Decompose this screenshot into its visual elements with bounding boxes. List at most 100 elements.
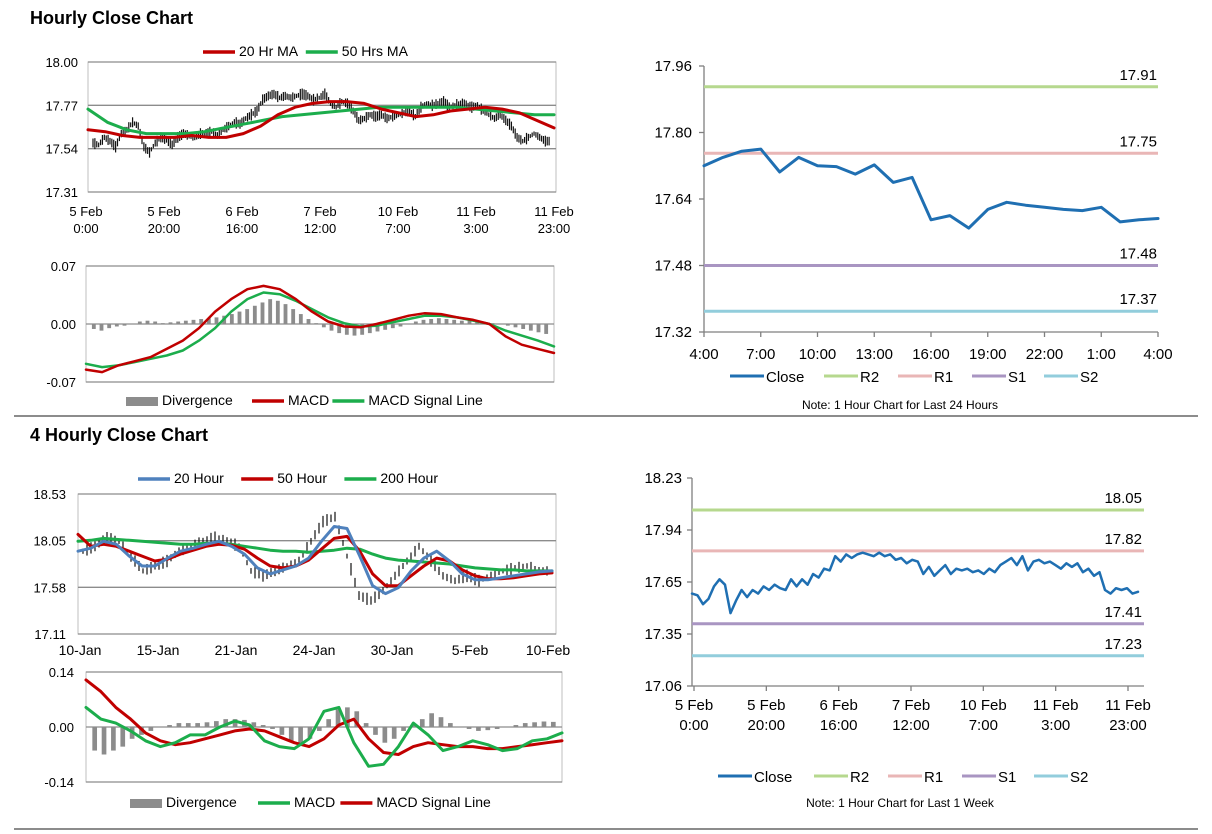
c1-x-tick: 12:00 — [304, 221, 337, 236]
c6-legend-label: R2 — [850, 769, 869, 786]
c6-note: Note: 1 Hour Chart for Last 1 Week — [806, 796, 995, 810]
c3-level-label: 17.37 — [1119, 291, 1157, 308]
c1-x-tick: 3:00 — [463, 221, 488, 236]
c1-y-tick: 17.31 — [45, 185, 78, 200]
c3-level-label: 17.91 — [1119, 67, 1157, 84]
c1-line-20-ma — [86, 100, 556, 139]
c4-line-50-hour — [76, 532, 554, 588]
section-title-4hourly: 4 Hourly Close Chart — [30, 425, 209, 445]
c3-y-tick: 17.32 — [654, 324, 692, 341]
c1-legend-label: 50 Hrs MA — [342, 43, 409, 59]
c1-line-50-ma — [86, 105, 556, 136]
c5-y-tick: 0.14 — [49, 665, 74, 680]
c3-legend-label: S1 — [1008, 369, 1026, 386]
section-title-hourly: Hourly Close Chart — [30, 8, 194, 28]
c5-y-tick: -0.14 — [44, 775, 74, 790]
c6-x-tick: 11 Feb — [1033, 697, 1079, 714]
c6-x-tick: 12:00 — [892, 717, 930, 734]
c4-x-tick: 21-Jan — [215, 642, 258, 658]
c1-x-tick: 5 Feb — [147, 204, 180, 219]
c4-y-tick: 18.05 — [33, 534, 66, 549]
c4-x-tick: 24-Jan — [293, 642, 336, 658]
c5-legend-swatch — [130, 799, 162, 808]
c3-x-tick: 4:00 — [689, 346, 718, 363]
c1-y-tick: 18.00 — [45, 55, 78, 70]
c6-x-tick: 5 Feb — [675, 697, 713, 714]
c1-x-tick: 0:00 — [73, 221, 98, 236]
c6-level-label: 18.05 — [1104, 490, 1142, 507]
c3-level-label: 17.75 — [1119, 133, 1157, 150]
c4-y-tick: 17.58 — [33, 580, 66, 595]
c3-y-tick: 17.48 — [654, 258, 692, 275]
c3-line-close — [702, 147, 1160, 230]
c1-x-tick: 7 Feb — [303, 204, 336, 219]
c1-x-tick: 7:00 — [385, 221, 410, 236]
c5-legend-label: MACD — [294, 794, 335, 810]
c6-x-tick: 20:00 — [748, 717, 786, 734]
c4-y-tick: 17.11 — [34, 627, 66, 642]
c4-x-tick: 10-Feb — [526, 642, 571, 658]
c4-x-tick: 5-Feb — [452, 642, 489, 658]
c6-legend-label: Close — [754, 769, 792, 786]
c2-line-signal — [84, 291, 556, 369]
c6-x-tick: 5 Feb — [747, 697, 785, 714]
c6-line-close — [690, 551, 1140, 615]
c6-x-tick: 23:00 — [1109, 717, 1147, 734]
c1-x-tick: 11 Feb — [456, 204, 496, 219]
c3-y-tick: 17.96 — [654, 58, 692, 75]
c6-x-tick: 3:00 — [1041, 717, 1070, 734]
c6-x-tick: 11 Feb — [1105, 697, 1151, 714]
c1-y-tick: 17.54 — [45, 142, 78, 157]
c4-legend-label: 20 Hour — [174, 470, 224, 486]
c4-legend-label: 200 Hour — [380, 470, 438, 486]
c2-y-tick: 0.00 — [51, 317, 76, 332]
c4-y-tick: 18.53 — [33, 487, 66, 502]
c6-y-tick: 17.94 — [644, 522, 682, 539]
c3-x-tick: 1:00 — [1087, 346, 1116, 363]
c2-line-macd — [84, 284, 556, 374]
c4-x-tick: 10-Jan — [59, 642, 102, 658]
c6-y-tick: 18.23 — [644, 470, 682, 487]
c6-x-tick: 7 Feb — [892, 697, 930, 714]
c2-y-tick: -0.07 — [46, 375, 76, 390]
c6-legend-label: S2 — [1070, 769, 1088, 786]
c4-legend-label: 50 Hour — [277, 470, 327, 486]
c3-x-tick: 16:00 — [912, 346, 950, 363]
c6-x-tick: 6 Feb — [819, 697, 857, 714]
c3-y-tick: 17.80 — [654, 125, 692, 142]
c4-plot-area — [77, 493, 557, 635]
c3-x-tick: 4:00 — [1143, 346, 1172, 363]
c3-x-tick: 22:00 — [1026, 346, 1064, 363]
c1-x-tick: 16:00 — [226, 221, 259, 236]
c3-legend-label: R1 — [934, 369, 953, 386]
c1-x-tick: 23:00 — [538, 221, 571, 236]
c1-legend-label: 20 Hr MA — [239, 43, 299, 59]
section-divider — [14, 415, 1198, 417]
c6-level-label: 17.41 — [1104, 604, 1142, 621]
c6-level-label: 17.23 — [1104, 636, 1142, 653]
c3-note: Note: 1 Hour Chart for Last 24 Hours — [802, 398, 998, 412]
c6-x-tick: 16:00 — [820, 717, 858, 734]
c1-x-tick: 6 Feb — [225, 204, 258, 219]
c4-x-tick: 30-Jan — [371, 642, 414, 658]
c2-y-tick: 0.07 — [51, 259, 76, 274]
c6-y-tick: 17.65 — [644, 574, 682, 591]
c5-y-tick: 0.00 — [49, 720, 74, 735]
c5-line-macd — [84, 705, 564, 768]
c3-legend-label: Close — [766, 369, 804, 386]
c6-legend-label: S1 — [998, 769, 1016, 786]
c3-legend-label: S2 — [1080, 369, 1098, 386]
bottom-divider — [14, 828, 1198, 830]
c3-x-tick: 13:00 — [855, 346, 893, 363]
c3-x-tick: 7:00 — [746, 346, 775, 363]
c5-legend-label: MACD Signal Line — [376, 794, 491, 810]
c1-y-tick: 17.77 — [45, 98, 78, 113]
c2-legend-label: MACD Signal Line — [368, 392, 483, 408]
c6-legend-label: R1 — [924, 769, 943, 786]
c2-legend-label: MACD — [288, 392, 329, 408]
c2-legend-label: Divergence — [162, 392, 233, 408]
c1-x-tick: 5 Feb — [69, 204, 102, 219]
c1-x-tick: 10 Feb — [378, 204, 418, 219]
c3-level-label: 17.48 — [1119, 246, 1157, 263]
